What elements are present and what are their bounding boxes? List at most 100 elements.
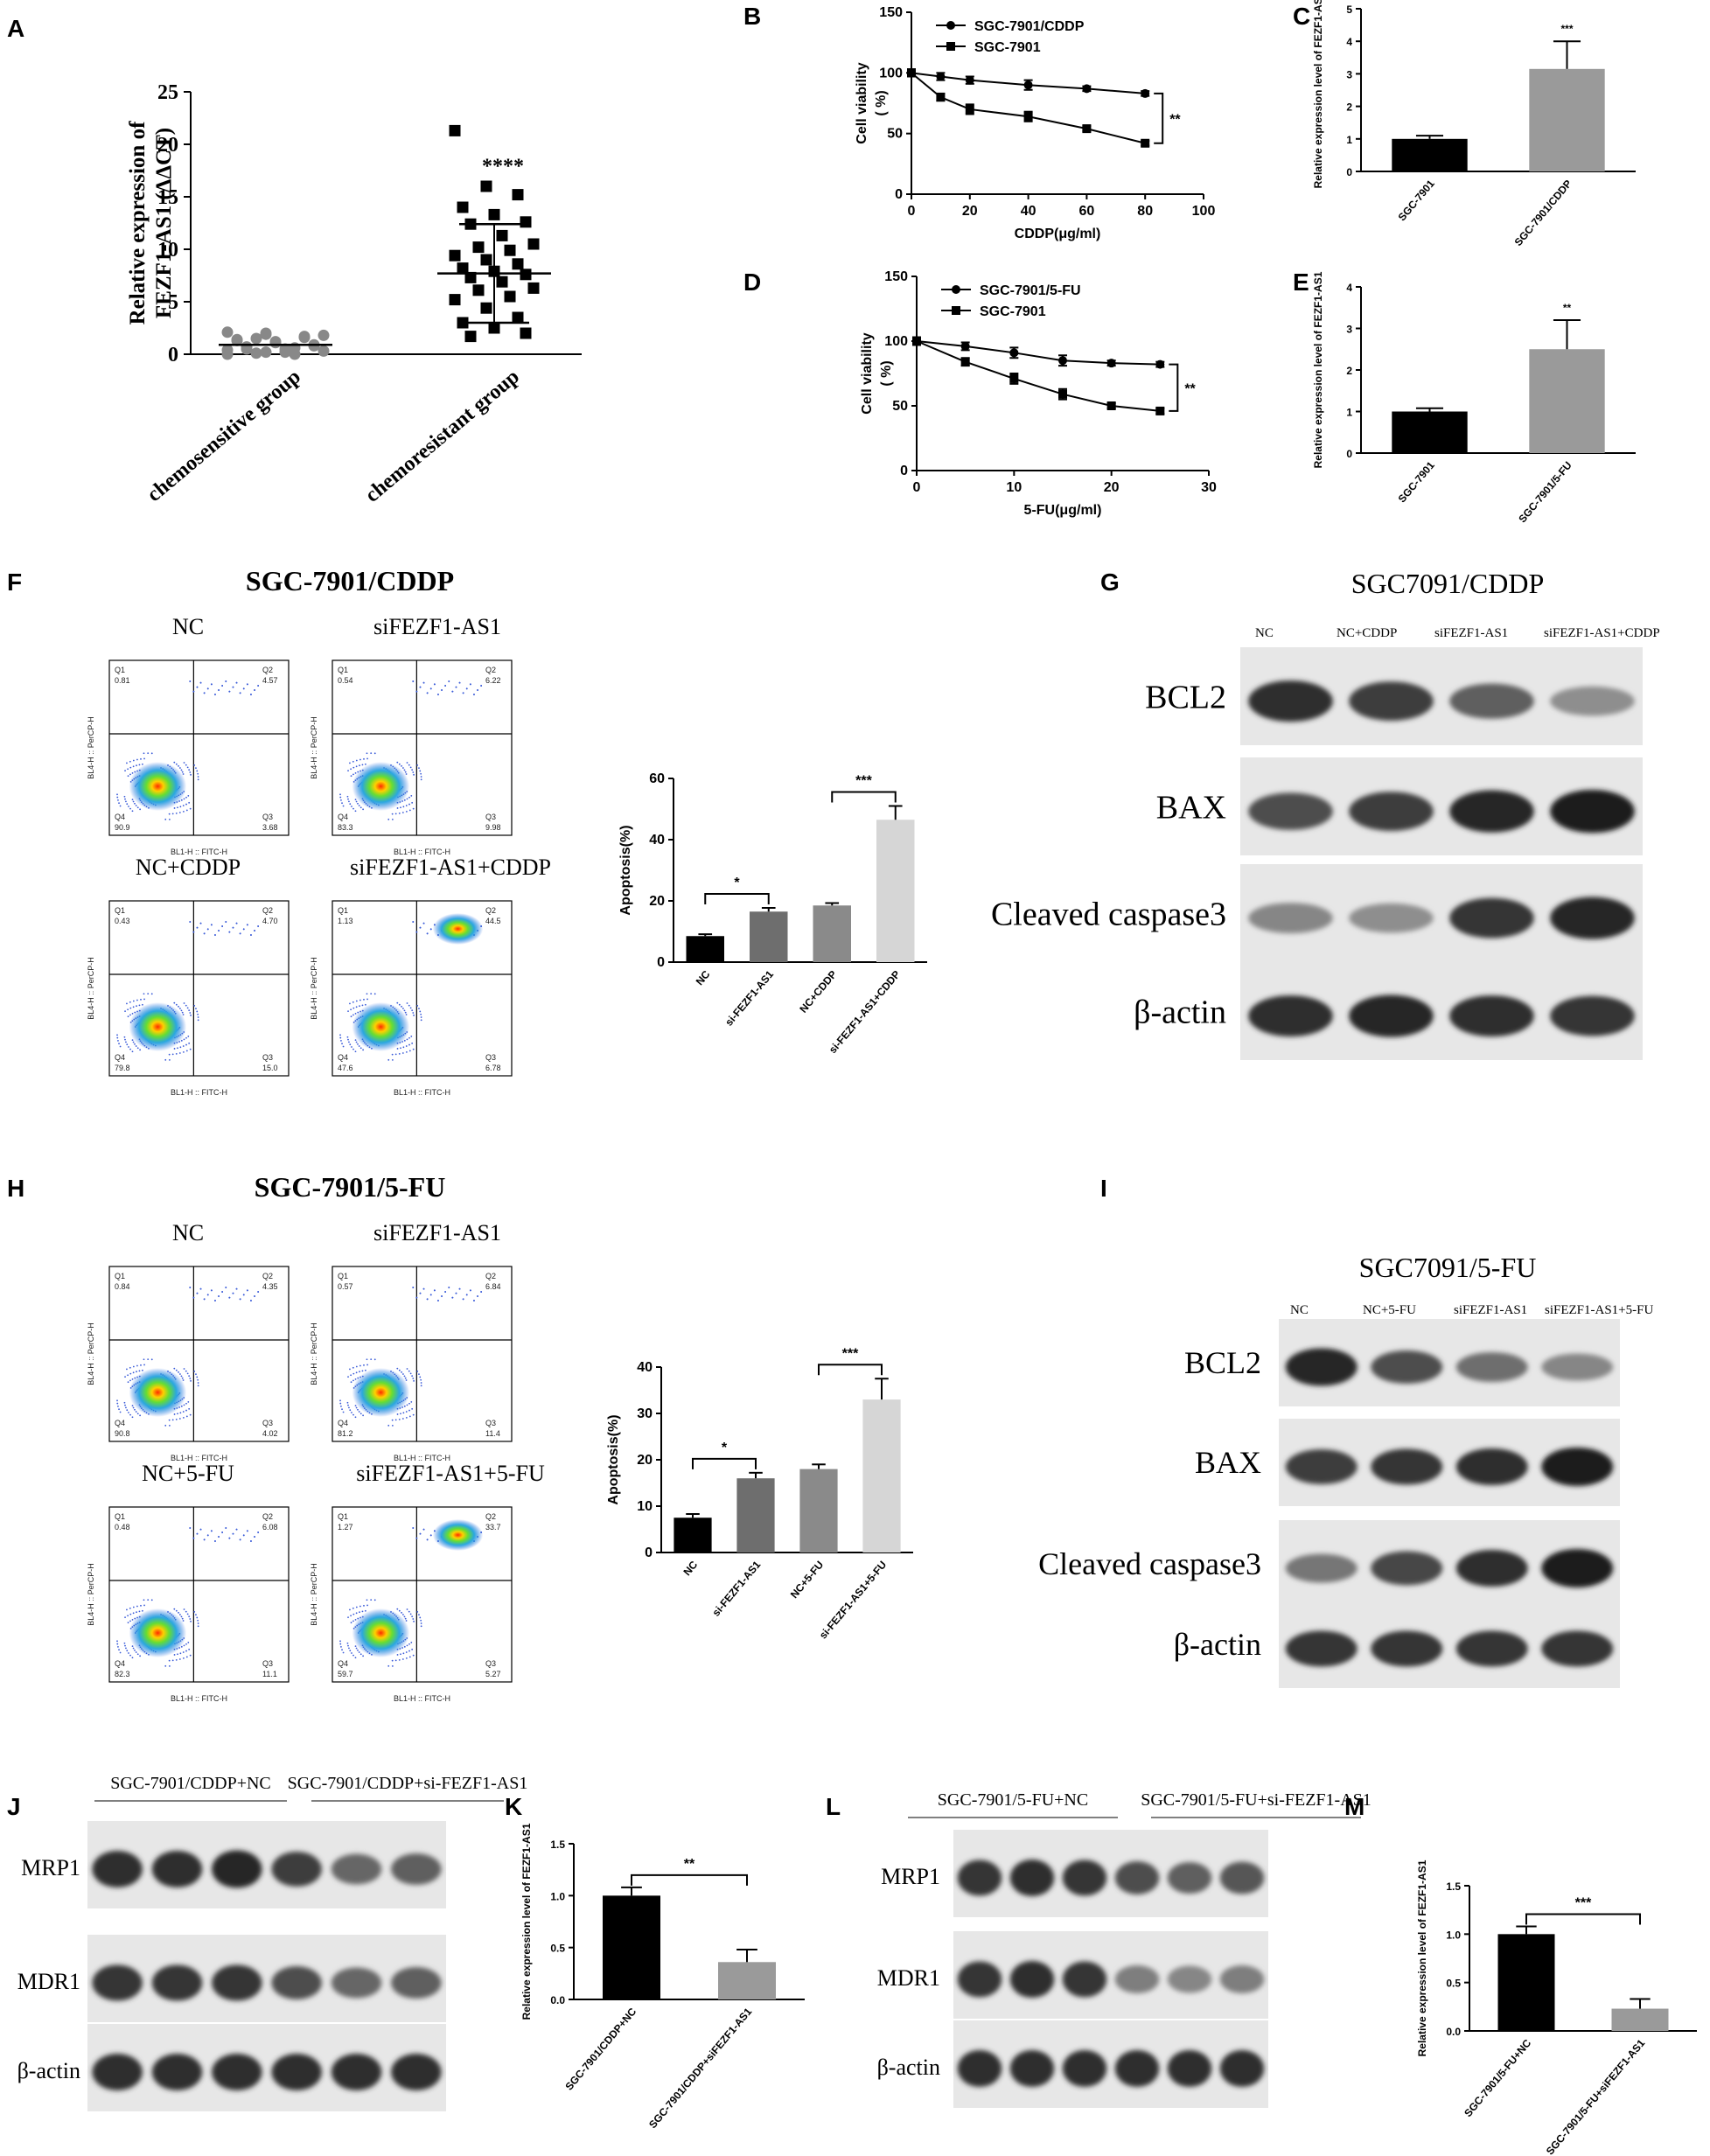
event-dot — [221, 685, 224, 687]
y-tick-label: 1.0 — [550, 1890, 565, 1902]
event-dot — [182, 773, 185, 775]
event-dot — [355, 800, 358, 803]
band — [1219, 1965, 1265, 1993]
event-dot — [136, 1611, 137, 1614]
y-tick-label: 20 — [649, 894, 665, 909]
event-dot — [147, 752, 150, 755]
event-dot — [359, 758, 361, 761]
event-dot — [469, 683, 471, 686]
chart-H: 0 10 20 30 40 Apoptosis(%) NC si-FEZF1-AS1 NC+5-… — [606, 1346, 913, 1641]
event-dot — [418, 767, 420, 770]
event-dot — [136, 1653, 139, 1656]
event-dot — [179, 1652, 182, 1655]
event-dot — [197, 1016, 199, 1018]
y-axis-label: Apoptosis(%) — [618, 825, 633, 915]
event-dot — [257, 925, 260, 927]
lane-label: NC — [1290, 1303, 1309, 1317]
event-dot — [185, 1409, 187, 1412]
event-dot — [363, 998, 365, 1001]
event-dot — [412, 921, 415, 923]
row-label: BAX — [1156, 789, 1226, 826]
event-dot — [250, 1300, 252, 1301]
event-dot — [185, 1370, 187, 1372]
event-dot — [164, 818, 167, 820]
event-dot — [350, 768, 352, 771]
event-dot — [206, 1294, 209, 1296]
y-tick-label: 0 — [1346, 448, 1352, 460]
event-dot — [408, 1415, 411, 1418]
band — [1248, 680, 1333, 722]
event-dot — [173, 1001, 176, 1004]
event-dot — [458, 681, 461, 684]
blot-row-strip — [87, 1935, 446, 2022]
band — [1285, 1449, 1358, 1484]
row-label: Cleaved caspase3 — [1038, 1546, 1261, 1581]
band — [151, 2054, 203, 2090]
lane-label: NC+5-FU — [1363, 1303, 1416, 1317]
event-dot — [341, 802, 343, 805]
event-dot — [355, 1371, 358, 1374]
event-dot — [396, 1001, 399, 1004]
event-dot — [183, 1002, 185, 1004]
event-dot — [185, 803, 187, 806]
quadrant-value-q3: 3.68 — [262, 823, 278, 832]
band — [1550, 686, 1635, 716]
band — [1009, 1961, 1055, 1998]
event-dot — [373, 1358, 376, 1361]
event-dot — [413, 1014, 415, 1016]
data-point — [1082, 84, 1092, 94]
event-dot — [124, 770, 126, 772]
category-label: SGC-7901 — [1396, 459, 1437, 506]
data-point — [488, 322, 500, 334]
data-point — [1106, 359, 1116, 368]
event-dot — [342, 1045, 345, 1048]
panel-letter-I: I — [1100, 1175, 1107, 1202]
event-dot — [398, 1369, 401, 1371]
event-dot — [175, 1658, 178, 1661]
event-dot — [473, 1300, 475, 1301]
blot-title: SGC7091/CDDP — [1351, 568, 1545, 599]
event-dot — [359, 1005, 360, 1008]
quadrant-name: Q4 — [115, 813, 125, 821]
event-dot — [126, 1002, 128, 1005]
event-dot — [359, 1605, 361, 1608]
band — [391, 1853, 442, 1885]
data-point — [298, 331, 311, 344]
event-dot — [225, 680, 227, 682]
event-dot — [185, 1050, 188, 1052]
event-dot — [232, 1532, 234, 1535]
event-dot — [218, 689, 220, 691]
event-dot — [129, 1379, 131, 1382]
event-dot — [188, 1407, 191, 1410]
quadrant-name: Q2 — [262, 1272, 273, 1280]
flow-x-axis-label: BL1-H :: FITC-H — [394, 1454, 450, 1462]
data-point — [1023, 112, 1033, 122]
event-dot — [462, 692, 464, 694]
quadrant-value-q4: 82.3 — [115, 1670, 130, 1678]
significance-bracket — [631, 1873, 748, 1886]
quadrant-value-q4: 59.7 — [338, 1670, 353, 1678]
data-point — [960, 357, 970, 366]
event-dot — [391, 1659, 394, 1662]
event-dot — [116, 793, 118, 796]
event-dot — [341, 1043, 343, 1045]
event-dot — [125, 1406, 127, 1409]
flow-x-axis-label: BL1-H :: FITC-H — [171, 1088, 227, 1097]
quadrant-value-q2: 33.7 — [485, 1523, 501, 1532]
event-dot — [239, 932, 241, 935]
event-dot — [455, 1292, 457, 1294]
y-tick-label: 4 — [1346, 282, 1352, 294]
event-dot — [188, 1615, 191, 1618]
bar — [1529, 68, 1605, 171]
quadrant-name: Q2 — [485, 1272, 496, 1280]
quadrant-value-q4: 90.8 — [115, 1429, 130, 1438]
density-cluster — [129, 1368, 187, 1417]
row-label: MRP1 — [21, 1855, 80, 1880]
event-dot — [168, 1659, 171, 1662]
quadrant-name: Q1 — [115, 666, 125, 674]
event-dot — [189, 680, 192, 682]
event-dot — [408, 764, 410, 766]
event-dot — [358, 1411, 360, 1413]
event-dot — [415, 690, 418, 693]
event-dot — [419, 1010, 422, 1013]
